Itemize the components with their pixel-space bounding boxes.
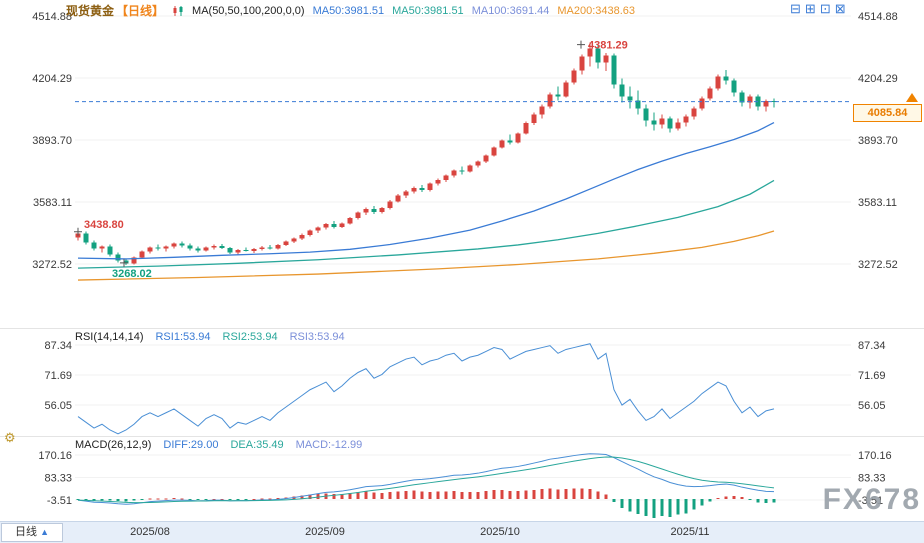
- price-annotations: 4381.29 3438.80 3268.02: [74, 40, 628, 280]
- rsi-line: [77, 343, 775, 435]
- timeframe-tab-label: 日线: [15, 526, 37, 538]
- chart-header: 现货黄金 【日线】 MA(50,50,100,200,0,0) MA50:3981…: [66, 3, 635, 18]
- timeframe-tab[interactable]: 日线 ▲: [1, 523, 63, 542]
- svg-text:170.16: 170.16: [38, 450, 72, 462]
- svg-text:56.05: 56.05: [44, 400, 72, 412]
- ma-indicator-label: MA(50,50,100,200,0,0): [192, 4, 305, 17]
- jump-to-latest-icon[interactable]: [906, 93, 918, 102]
- chart-layout-toolbar: ⊟ ⊞ ⊡ ⊠: [790, 1, 846, 16]
- macd-indicator-label: MACD(26,12,9): [75, 439, 152, 451]
- svg-text:4514.88: 4514.88: [858, 11, 898, 23]
- x-axis-label: 2025/10: [480, 526, 520, 538]
- svg-text:3272.52: 3272.52: [858, 259, 898, 271]
- x-axis-label: 2025/08: [130, 526, 170, 538]
- svg-text:3893.70: 3893.70: [858, 135, 898, 147]
- svg-text:170.16: 170.16: [858, 450, 892, 462]
- svg-text:3583.11: 3583.11: [33, 197, 72, 209]
- svg-text:4381.29: 4381.29: [588, 40, 628, 52]
- ma-line-MA100: [77, 179, 775, 269]
- ma100-value: MA100:3691.44: [471, 4, 550, 17]
- svg-text:3583.11: 3583.11: [858, 197, 897, 209]
- caret-up-icon: ▲: [40, 527, 49, 537]
- macd-diff-value: DIFF:29.00: [163, 439, 219, 451]
- layout-grid-icon[interactable]: ⊡: [819, 1, 831, 16]
- rsi-header: RSI(14,14,14) RSI1:53.94 RSI2:53.94 RSI3…: [75, 331, 345, 343]
- gridlines: [75, 15, 851, 501]
- svg-text:4514.88: 4514.88: [32, 11, 72, 23]
- ma-line-MA200: [77, 230, 775, 281]
- svg-text:83.33: 83.33: [858, 473, 886, 485]
- svg-text:-3.51: -3.51: [47, 495, 72, 507]
- timeframe-label: 【日线】: [116, 4, 165, 18]
- svg-text:3893.70: 3893.70: [32, 135, 72, 147]
- ma-line-MA50: [77, 121, 775, 260]
- svg-text:3268.02: 3268.02: [112, 268, 152, 280]
- panel-separators: [0, 328, 924, 437]
- svg-text:83.33: 83.33: [44, 473, 72, 485]
- macd-histogram: [76, 488, 776, 518]
- y-axis-labels: 4514.88 4514.88 4204.29 4204.29 3893.70 3893.…: [32, 11, 898, 507]
- settings-gear-icon[interactable]: ⚙: [4, 430, 16, 445]
- layout-expand-icon[interactable]: ⊠: [834, 1, 846, 16]
- layout-single-icon[interactable]: ⊟: [790, 1, 801, 16]
- ma50b-value: MA50:3981.51: [392, 4, 464, 17]
- x-axis-label: 2025/09: [305, 526, 345, 538]
- rsi3-value: RSI3:53.94: [289, 331, 345, 343]
- macd-dea-value: DEA:35.49: [230, 439, 284, 451]
- svg-text:56.05: 56.05: [858, 400, 886, 412]
- svg-text:3272.52: 3272.52: [32, 259, 72, 271]
- watermark: FX678: [822, 483, 921, 516]
- rsi-indicator-label: RSI(14,14,14): [75, 331, 144, 343]
- layout-split-icon[interactable]: ⊞: [804, 1, 816, 16]
- last-price-tag: 4085.84: [853, 104, 922, 122]
- svg-text:71.69: 71.69: [858, 370, 886, 382]
- time-axis-bar: 日线 ▲ 2025/08 2025/09 2025/10 2025/11: [0, 521, 924, 543]
- instrument-title: 现货黄金: [66, 4, 115, 18]
- candlestick-series: [75, 42, 777, 265]
- svg-text:3438.80: 3438.80: [84, 219, 124, 231]
- svg-text:87.34: 87.34: [44, 340, 72, 352]
- x-axis-label: 2025/11: [670, 526, 710, 538]
- macd-value: MACD:-12.99: [295, 439, 363, 451]
- ma50-value: MA50:3981.51: [312, 4, 385, 17]
- svg-text:71.69: 71.69: [44, 370, 72, 382]
- macd-header: MACD(26,12,9) DIFF:29.00 DEA:35.49 MACD:…: [75, 439, 362, 451]
- macd-diff-line: [77, 453, 775, 505]
- svg-text:-3.51: -3.51: [858, 495, 883, 507]
- svg-text:4204.29: 4204.29: [32, 73, 72, 85]
- svg-text:4204.29: 4204.29: [858, 73, 898, 85]
- svg-text:87.34: 87.34: [858, 340, 886, 352]
- macd-dea-line: [77, 456, 775, 504]
- ma200-value: MA200:3438.63: [557, 4, 636, 17]
- candlestick-chart-icon[interactable]: [172, 5, 184, 17]
- rsi2-value: RSI2:53.94: [222, 331, 278, 343]
- rsi1-value: RSI1:53.94: [155, 331, 211, 343]
